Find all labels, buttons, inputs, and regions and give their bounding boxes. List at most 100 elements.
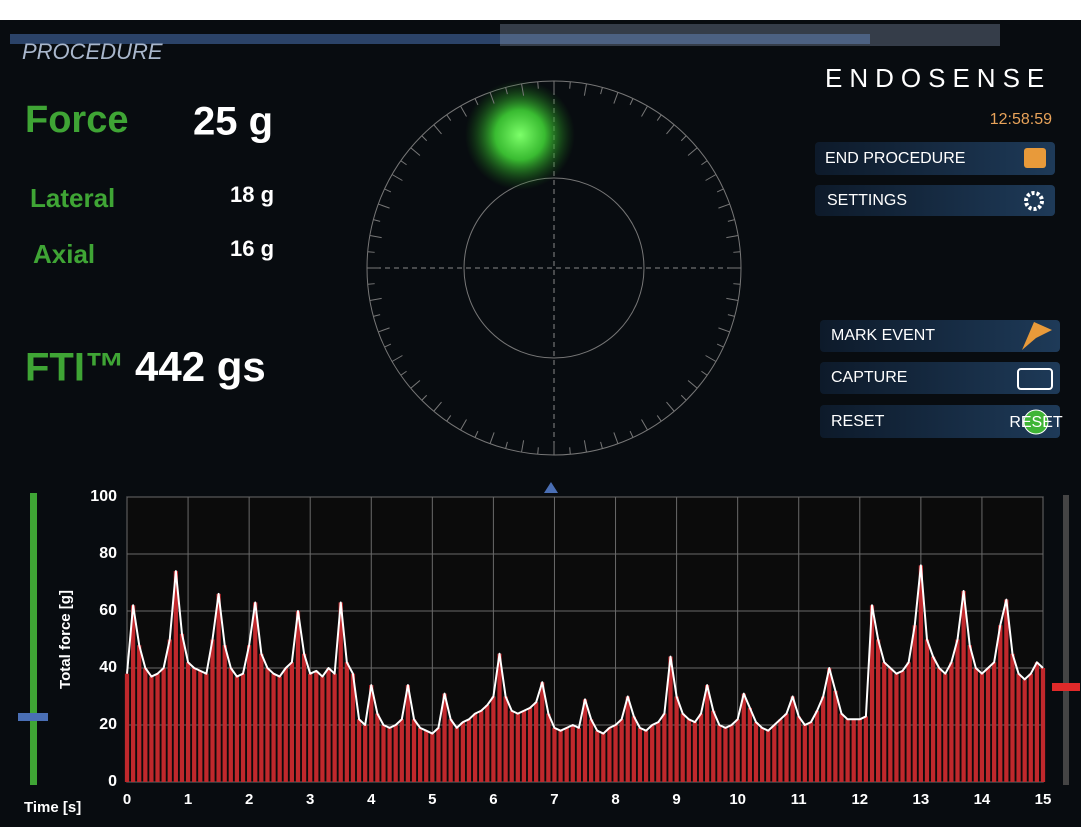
bar bbox=[442, 693, 447, 782]
bar bbox=[766, 730, 771, 782]
polar-tick bbox=[378, 327, 390, 333]
button[interactable]: SETTINGS bbox=[815, 185, 1055, 216]
bar bbox=[424, 730, 429, 782]
polar-tick bbox=[474, 98, 479, 106]
right-slider[interactable] bbox=[1063, 495, 1069, 785]
polar-tick bbox=[460, 419, 467, 431]
bar bbox=[943, 673, 948, 782]
header-stripe bbox=[10, 34, 870, 44]
button[interactable]: CAPTURE bbox=[820, 362, 1060, 394]
button[interactable]: RESET RESET bbox=[820, 405, 1063, 438]
polar-tick bbox=[701, 370, 708, 376]
button-label: MARK EVENT bbox=[831, 327, 935, 344]
slider-handle[interactable] bbox=[18, 713, 48, 721]
bar bbox=[137, 645, 142, 782]
bar bbox=[1004, 599, 1009, 782]
button-bg bbox=[820, 405, 1060, 438]
bar bbox=[588, 719, 594, 782]
y-axis-label: Total force [g] bbox=[57, 590, 74, 689]
force-target bbox=[366, 80, 742, 456]
y-tick-label: 40 bbox=[99, 659, 117, 676]
bar bbox=[240, 673, 246, 782]
bar bbox=[576, 727, 582, 782]
polar-tick bbox=[421, 135, 428, 142]
bar bbox=[210, 639, 215, 782]
polar-tick bbox=[367, 251, 375, 253]
bar bbox=[759, 727, 765, 782]
series-line bbox=[126, 564, 1044, 735]
button-bg bbox=[815, 142, 1055, 175]
button[interactable]: END PROCEDURE bbox=[815, 142, 1055, 175]
brand: ENDOSENSE bbox=[825, 63, 1051, 93]
bar bbox=[491, 696, 496, 782]
polar-tick bbox=[569, 447, 571, 455]
bar bbox=[894, 673, 899, 782]
polar-tick bbox=[569, 81, 571, 89]
bar bbox=[222, 645, 227, 782]
bar bbox=[1016, 673, 1021, 782]
bar bbox=[363, 725, 368, 782]
button-bg bbox=[820, 320, 1060, 352]
bar bbox=[796, 716, 801, 782]
polar-tick bbox=[600, 441, 603, 449]
bar bbox=[411, 719, 417, 782]
polar-tick bbox=[656, 415, 662, 422]
bar bbox=[540, 682, 545, 782]
bar bbox=[454, 727, 459, 782]
bar bbox=[631, 716, 636, 782]
bar bbox=[637, 727, 643, 782]
bar bbox=[668, 656, 673, 782]
polar-tick bbox=[410, 380, 421, 389]
bar bbox=[503, 696, 508, 782]
polar-tick bbox=[727, 314, 735, 317]
polar-tick bbox=[613, 432, 619, 444]
polar-tick bbox=[666, 124, 675, 135]
bar bbox=[735, 719, 740, 782]
bar bbox=[643, 730, 649, 782]
polar-tick bbox=[400, 370, 407, 376]
bar bbox=[833, 690, 838, 782]
bar bbox=[515, 713, 520, 782]
polar-tick bbox=[687, 147, 698, 156]
polar-tick bbox=[716, 188, 724, 193]
bar bbox=[900, 670, 905, 782]
bar bbox=[417, 727, 423, 782]
bar bbox=[821, 696, 826, 782]
bar bbox=[301, 653, 307, 782]
x-tick-label: 2 bbox=[245, 791, 253, 808]
bar bbox=[857, 719, 862, 782]
polar-tick bbox=[489, 432, 495, 444]
left-slider[interactable] bbox=[30, 493, 37, 785]
button[interactable]: MARK EVENT bbox=[820, 320, 1060, 352]
bar bbox=[546, 713, 551, 782]
bar bbox=[717, 725, 722, 782]
polar-tick bbox=[384, 343, 392, 348]
bar bbox=[930, 656, 936, 782]
polar-tick bbox=[583, 83, 587, 96]
bar bbox=[283, 668, 288, 782]
camera-icon bbox=[1017, 368, 1053, 390]
slider-handle[interactable] bbox=[1052, 683, 1080, 691]
bar bbox=[277, 676, 282, 782]
axial-value: 16 g bbox=[230, 236, 274, 261]
bar bbox=[1028, 673, 1033, 782]
polar-tick bbox=[583, 440, 587, 453]
bar bbox=[479, 710, 484, 782]
polar-tick bbox=[680, 135, 687, 142]
y-tick-label: 100 bbox=[90, 488, 117, 505]
bar bbox=[992, 662, 997, 782]
polar-tick bbox=[400, 160, 407, 166]
bar bbox=[912, 625, 917, 782]
bar bbox=[967, 645, 972, 782]
bar bbox=[259, 653, 264, 782]
polar-tick bbox=[537, 447, 539, 455]
bar bbox=[198, 670, 203, 782]
screen-title: PROCEDURE bbox=[22, 39, 163, 64]
bar bbox=[1022, 679, 1027, 782]
polar-tick bbox=[446, 114, 452, 121]
polar-tick bbox=[716, 343, 724, 348]
bar bbox=[234, 676, 240, 782]
gear-icon bbox=[1024, 191, 1044, 211]
